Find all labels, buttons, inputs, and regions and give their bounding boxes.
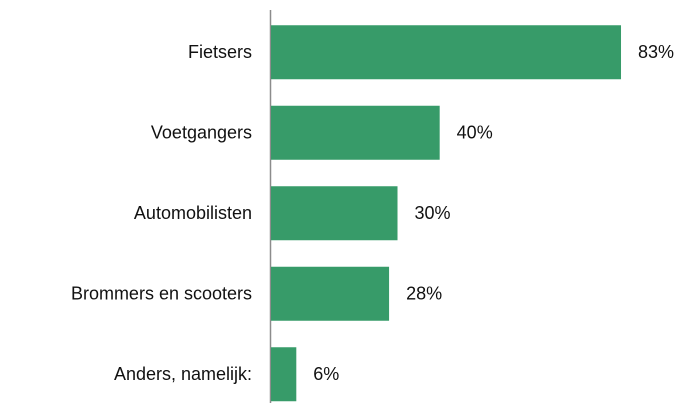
category-label: Automobilisten [134, 203, 252, 223]
category-label: Brommers en scooters [71, 284, 252, 304]
value-label: 83% [638, 42, 674, 62]
bar [271, 25, 622, 80]
bar [271, 105, 440, 160]
category-label: Voetgangers [151, 123, 252, 143]
bar [271, 266, 390, 321]
value-label: 30% [415, 203, 451, 223]
category-label: Anders, namelijk: [114, 364, 252, 384]
value-label: 40% [457, 123, 493, 143]
value-label: 6% [313, 364, 339, 384]
category-label: Fietsers [188, 42, 252, 62]
bar [271, 186, 398, 241]
bar [271, 347, 297, 402]
value-label: 28% [406, 284, 442, 304]
